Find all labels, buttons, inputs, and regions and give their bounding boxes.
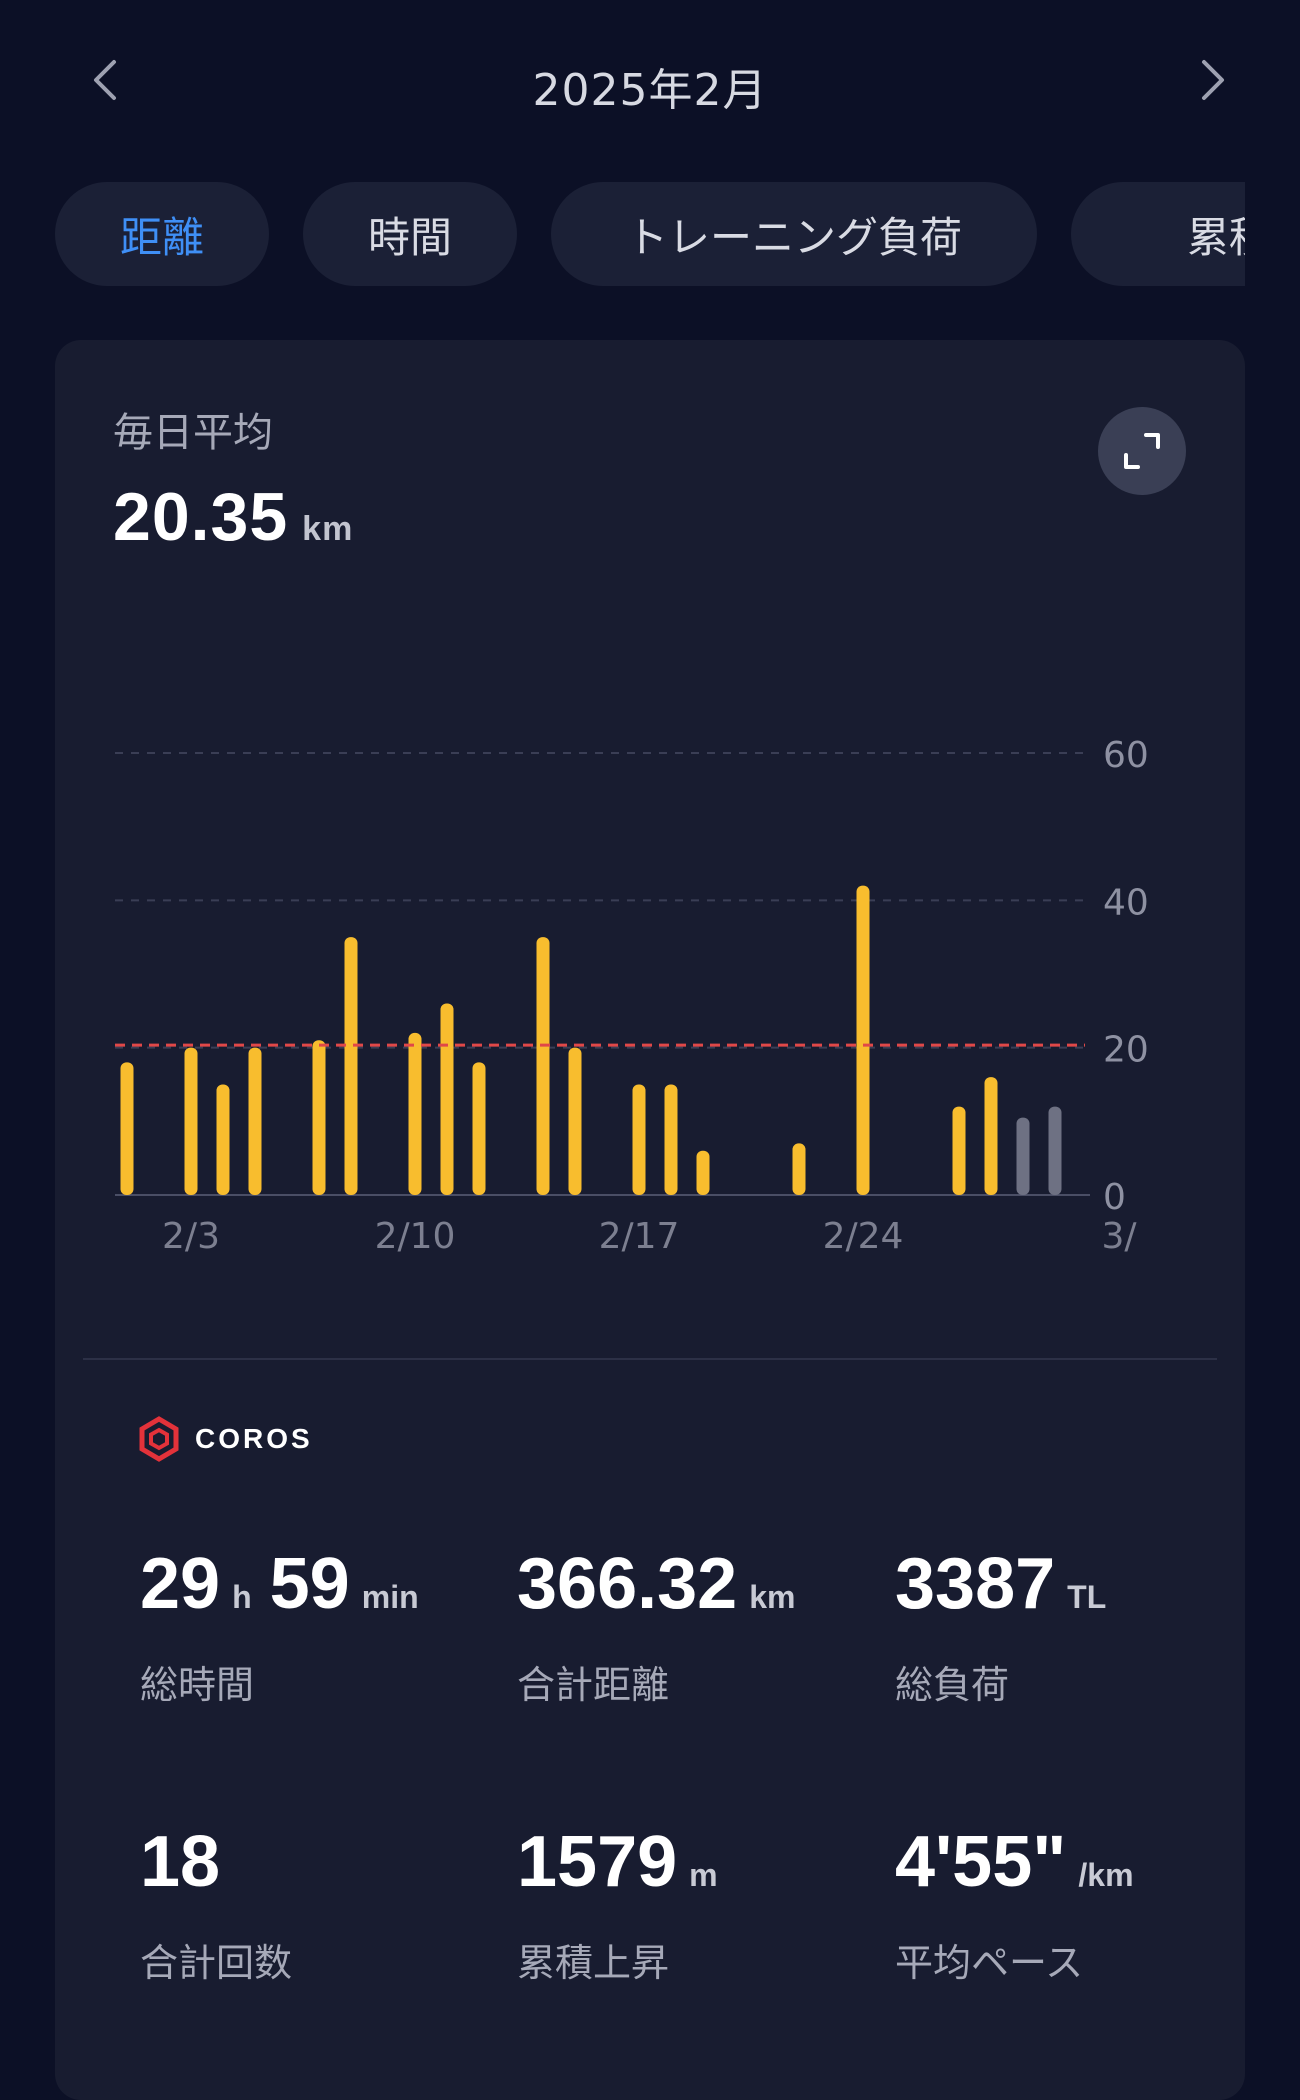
bar-2-11 (440, 1003, 454, 1195)
x-tick-label-0: 2/3 (162, 1216, 220, 1257)
expand-chart-button[interactable] (1098, 407, 1186, 495)
bar-2-12 (472, 1062, 486, 1195)
coros-logo: COROS (135, 1415, 313, 1463)
month-title: 2025年2月 (532, 65, 768, 116)
daily-average-label: 毎日平均 (113, 410, 273, 456)
x-tick-label-1: 2/10 (375, 1216, 456, 1257)
x-tick-label-2: 2/17 (599, 1216, 680, 1257)
bar-2-19 (696, 1150, 710, 1195)
bar-2-17 (632, 1084, 646, 1195)
stat-total-time-minutes-unit: min (361, 1579, 419, 1615)
bar-2-7 (312, 1040, 326, 1195)
stat-elevation-gain: 1579 m 累積上昇 (517, 1826, 877, 1987)
bar-2-18 (664, 1084, 678, 1195)
bar-2-22 (792, 1143, 806, 1195)
bar-2-14 (536, 937, 550, 1195)
month-header: 2025年2月 (0, 30, 1300, 130)
coros-logo-icon (139, 1416, 179, 1462)
bar-2-10 (408, 1032, 422, 1195)
stat-average-pace-unit: /km (1078, 1857, 1134, 1893)
stat-total-time-label: 総時間 (140, 1663, 255, 1707)
stat-total-time-minutes: 59 (269, 1544, 350, 1624)
distance-bar-chart: 0 20 40 60 2/3 2/10 2/17 2/24 3/ (115, 735, 1149, 1257)
x-tick-label-3: 2/24 (823, 1216, 904, 1257)
tab-distance[interactable]: 距離 (55, 182, 269, 286)
stat-total-distance-label: 合計距離 (517, 1663, 670, 1707)
tab-training-load[interactable]: トレーニング負荷 (551, 182, 1037, 286)
stat-total-count-value: 18 (140, 1822, 221, 1902)
stat-average-pace-label: 平均ペース (895, 1941, 1084, 1985)
section-divider (83, 1358, 1217, 1360)
stat-total-distance-value: 366.32 (517, 1544, 738, 1624)
bar-2-15 (568, 1047, 582, 1195)
tab-elevation-gain[interactable]: 累積上昇 (1071, 182, 1245, 286)
stats-card: 毎日平均 20.35 km 0 20 40 60 2/3 2/10 2/17 2/24 3/ CO… (55, 340, 1245, 2100)
y-tick-label-0: 0 (1103, 1177, 1126, 1218)
stat-total-time: 29 h 59 min 総時間 (140, 1548, 500, 1709)
stat-total-distance: 366.32 km 合計距離 (517, 1548, 877, 1709)
y-tick-label-40: 40 (1103, 882, 1149, 923)
daily-average-value: 20.35 km (113, 478, 353, 556)
bar-2-4 (216, 1084, 230, 1195)
bar-2-24 (856, 885, 870, 1195)
stat-elevation-gain-unit: m (689, 1857, 718, 1893)
stat-elevation-gain-label: 累積上昇 (517, 1941, 670, 1985)
bar-2-5 (248, 1047, 262, 1195)
daily-average-unit: km (302, 510, 354, 548)
stat-total-load-label: 総負荷 (895, 1663, 1010, 1707)
coros-logo-text: COROS (195, 1423, 313, 1454)
bar-2-8 (344, 937, 358, 1195)
chevron-left-icon (94, 60, 116, 100)
bar-2-27 (952, 1106, 966, 1195)
tab-time[interactable]: 時間 (303, 182, 517, 286)
stat-total-time-hours: 29 (140, 1544, 221, 1624)
bar-3-2 (1048, 1106, 1062, 1195)
daily-average-number: 20.35 (113, 479, 289, 555)
stat-average-pace: 4'55"/km 平均ペース (895, 1826, 1255, 1987)
stat-total-load: 3387 TL 総負荷 (895, 1548, 1255, 1709)
bar-2-1 (120, 1062, 134, 1195)
next-month-button[interactable] (1183, 50, 1243, 110)
bar-2-28 (984, 1077, 998, 1195)
stat-total-count: 18 合計回数 (140, 1826, 500, 1987)
y-tick-label-60: 60 (1103, 735, 1149, 776)
chevron-right-icon (1202, 60, 1224, 100)
previous-month-button[interactable] (75, 50, 135, 110)
stat-total-load-value: 3387 (895, 1544, 1056, 1624)
stat-elevation-gain-value: 1579 (517, 1822, 678, 1902)
stat-total-count-label: 合計回数 (140, 1941, 293, 1985)
stat-total-distance-unit: km (749, 1579, 796, 1615)
metric-tabs: 距離 時間 トレーニング負荷 累積上昇 (55, 182, 1245, 288)
stat-total-load-unit: TL (1067, 1579, 1107, 1615)
stat-average-pace-value: 4'55" (895, 1822, 1067, 1902)
expand-icon (1124, 433, 1160, 469)
bar-2-3 (184, 1047, 198, 1195)
x-tick-label-4: 3/ (1101, 1216, 1137, 1257)
y-tick-label-20: 20 (1103, 1030, 1149, 1071)
bar-3-1 (1016, 1117, 1030, 1195)
stat-total-time-hours-unit: h (232, 1579, 252, 1615)
